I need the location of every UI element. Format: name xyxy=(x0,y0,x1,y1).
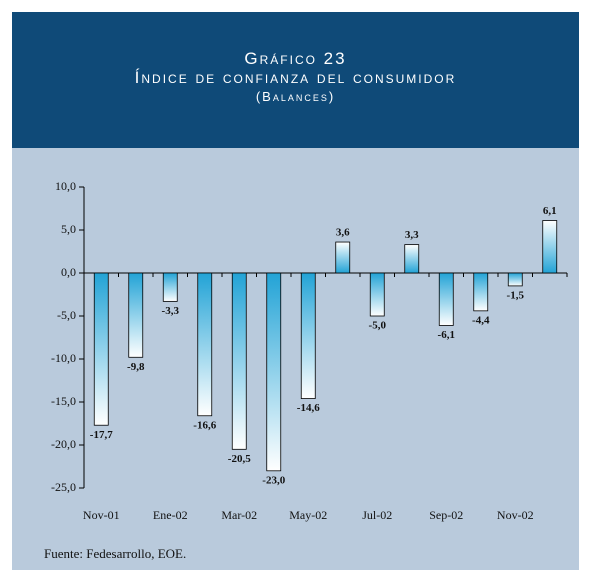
bar xyxy=(473,272,489,312)
value-label: 6,1 xyxy=(543,205,557,217)
value-label: -1,5 xyxy=(507,289,525,301)
bar xyxy=(438,272,454,326)
source: Fuente: Fedesarrollo, EOE. xyxy=(44,546,186,561)
bar xyxy=(231,272,247,450)
bar xyxy=(93,272,109,426)
value-label: -14,6 xyxy=(297,402,320,414)
y-tick-label: 10,0 xyxy=(55,179,76,193)
bar xyxy=(542,220,558,274)
bar xyxy=(128,272,144,358)
x-tick-label: Nov-01 xyxy=(83,508,120,522)
y-tick-label: -15,0 xyxy=(51,394,76,408)
y-tick-label: 5,0 xyxy=(61,222,76,236)
y-tick-label: -25,0 xyxy=(51,480,76,494)
subtitle: Índice de confianza del consumidor xyxy=(134,68,457,87)
y-tick-label: -5,0 xyxy=(57,308,76,322)
bar xyxy=(300,272,316,399)
note: (Balances) xyxy=(255,89,336,104)
value-label: -9,8 xyxy=(127,361,145,373)
y-tick-label: -10,0 xyxy=(51,351,76,365)
bar xyxy=(162,272,178,302)
value-label: -20,5 xyxy=(228,453,251,465)
bar xyxy=(404,244,420,274)
value-label: -3,3 xyxy=(162,305,180,317)
x-tick-label: Ene-02 xyxy=(153,508,188,522)
value-label: -16,6 xyxy=(193,419,216,431)
x-tick-label: Sep-02 xyxy=(429,508,463,522)
bar xyxy=(335,241,351,274)
x-tick-label: Jul-02 xyxy=(362,508,392,522)
value-label: -5,0 xyxy=(369,320,387,332)
x-tick-label: Mar-02 xyxy=(221,508,257,522)
bar xyxy=(369,272,385,317)
value-label: -23,0 xyxy=(262,474,285,486)
value-label: 3,3 xyxy=(405,229,419,241)
value-label: -17,7 xyxy=(90,429,113,441)
value-label: 3,6 xyxy=(336,227,350,239)
y-tick-label: -20,0 xyxy=(51,437,76,451)
header: Gráfico 23 Índice de confianza del consu… xyxy=(12,12,579,148)
bar xyxy=(507,272,523,287)
x-tick-label: Nov-02 xyxy=(497,508,534,522)
x-tick-label: May-02 xyxy=(289,508,327,522)
value-label: -6,1 xyxy=(438,329,455,341)
value-label: -4,4 xyxy=(472,314,490,326)
bar xyxy=(266,272,282,472)
bar xyxy=(197,272,213,417)
title: Gráfico 23 xyxy=(244,49,347,68)
y-tick-label: 0,0 xyxy=(61,265,76,279)
